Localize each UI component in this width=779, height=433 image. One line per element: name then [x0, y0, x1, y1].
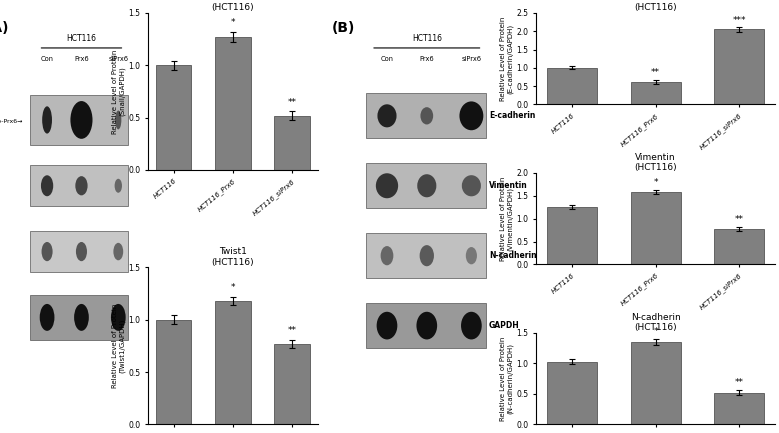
Text: *: * — [654, 327, 658, 336]
Text: **: ** — [287, 98, 297, 107]
Ellipse shape — [74, 304, 89, 331]
Ellipse shape — [76, 176, 87, 195]
Text: **: ** — [735, 215, 744, 224]
Y-axis label: Relative Level of Protein
(Vimentin/GAPDH): Relative Level of Protein (Vimentin/GAPD… — [499, 177, 513, 261]
Text: Con: Con — [41, 56, 54, 62]
Bar — [714, 393, 764, 424]
Text: Prx6: Prx6 — [419, 56, 434, 62]
Bar — [714, 229, 764, 265]
Ellipse shape — [41, 175, 53, 196]
Ellipse shape — [420, 245, 434, 266]
Ellipse shape — [40, 304, 55, 331]
Bar — [30, 95, 128, 145]
Text: **: ** — [735, 378, 744, 388]
Bar — [631, 82, 681, 104]
Bar — [274, 116, 310, 170]
Y-axis label: Relative Level of Protein
(Snail/GAPDH): Relative Level of Protein (Snail/GAPDH) — [111, 49, 125, 134]
Ellipse shape — [114, 243, 123, 260]
Text: *: * — [654, 178, 658, 187]
Bar — [547, 362, 597, 424]
Ellipse shape — [418, 174, 436, 197]
Text: siPrx6: siPrx6 — [461, 56, 481, 62]
Bar — [366, 303, 486, 348]
Bar — [547, 207, 597, 265]
Title: E-cadherin
(HCT116): E-cadherin (HCT116) — [631, 0, 680, 12]
Text: ***: *** — [732, 16, 746, 25]
Title: Vimentin
(HCT116): Vimentin (HCT116) — [634, 153, 677, 172]
Text: N-cadherin: N-cadherin — [489, 251, 537, 260]
Ellipse shape — [70, 101, 93, 139]
Bar — [366, 93, 486, 139]
Text: HCT116: HCT116 — [412, 34, 442, 42]
Text: (B): (B) — [331, 21, 354, 35]
Bar — [156, 65, 192, 170]
Ellipse shape — [461, 312, 481, 339]
Bar — [215, 301, 251, 424]
Bar — [714, 29, 764, 104]
Text: (A): (A) — [0, 21, 9, 35]
Ellipse shape — [41, 242, 53, 261]
Title: N-cadherin
(HCT116): N-cadherin (HCT116) — [631, 313, 681, 332]
Text: HCT116: HCT116 — [66, 34, 97, 42]
Ellipse shape — [115, 110, 122, 129]
Bar — [366, 233, 486, 278]
Text: **: ** — [651, 68, 660, 77]
Bar — [30, 295, 128, 340]
Text: Vimentin: Vimentin — [489, 181, 527, 190]
Ellipse shape — [460, 101, 483, 130]
Ellipse shape — [462, 175, 481, 196]
Bar — [215, 37, 251, 170]
Bar — [30, 165, 128, 207]
Text: Con: Con — [380, 56, 393, 62]
Ellipse shape — [466, 247, 477, 264]
Text: GAPDH: GAPDH — [489, 321, 520, 330]
Ellipse shape — [376, 312, 397, 339]
Text: exo-Prx6→: exo-Prx6→ — [0, 120, 23, 125]
Bar — [547, 68, 597, 104]
Ellipse shape — [76, 242, 87, 261]
Bar — [631, 342, 681, 424]
Text: siPrx6: siPrx6 — [108, 56, 129, 62]
Bar — [366, 163, 486, 208]
Text: Prx6: Prx6 — [74, 56, 89, 62]
Title: Twist1
(HCT116): Twist1 (HCT116) — [212, 247, 254, 267]
Ellipse shape — [375, 173, 398, 198]
Ellipse shape — [378, 104, 397, 127]
Bar — [30, 231, 128, 272]
Ellipse shape — [42, 107, 52, 133]
Y-axis label: Relative Level of Protein
(E-cadherin/GAPDH): Relative Level of Protein (E-cadherin/GA… — [499, 16, 513, 101]
Bar — [631, 192, 681, 265]
Bar — [156, 320, 192, 424]
Y-axis label: Relative Level of Protein
(Twist1/GAPDH): Relative Level of Protein (Twist1/GAPDH) — [111, 304, 125, 388]
Ellipse shape — [421, 107, 433, 124]
Ellipse shape — [111, 304, 125, 331]
Text: E-cadherin: E-cadherin — [489, 111, 535, 120]
Text: *: * — [231, 18, 235, 27]
Y-axis label: Relative Level of Protein
(N-cadherin/GAPDH): Relative Level of Protein (N-cadherin/GA… — [499, 336, 513, 421]
Title: Snail
(HCT116): Snail (HCT116) — [212, 0, 254, 12]
Text: *: * — [231, 283, 235, 292]
Bar — [274, 344, 310, 424]
Ellipse shape — [115, 179, 122, 193]
Ellipse shape — [381, 246, 393, 265]
Ellipse shape — [417, 312, 437, 339]
Text: **: ** — [287, 326, 297, 335]
